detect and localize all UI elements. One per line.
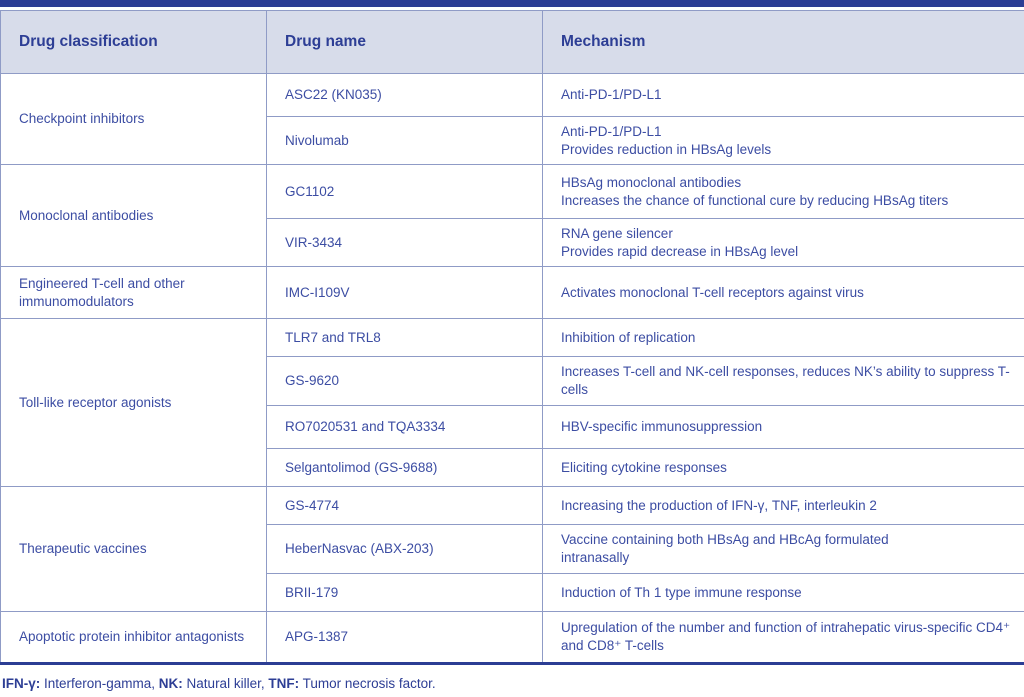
footnote-abbrev-tnf: TNF: [268,676,300,691]
mechanism-cell: Upregulation of the number and function … [542,611,1024,664]
table-row: Selgantolimod (GS-9688) Eliciting cytoki… [1,448,1024,487]
classification-cell: Therapeutic vaccines [0,486,267,612]
mechanism-cell: Inhibition of replication [542,318,1024,357]
drug-name-cell: VIR-3434 [266,218,543,267]
footnote: IFN-γ: Interferon-gamma, NK: Natural kil… [2,675,1024,693]
drug-name-cell: GS-4774 [266,486,543,525]
mechanism-cell: Increases T-cell and NK-cell responses, … [542,356,1024,406]
drug-name-cell: ASC22 (KN035) [266,73,543,117]
drug-name-cell: IMC-I109V [266,266,543,319]
table-row: RO7020531 and TQA3334 HBV-specific immun… [1,405,1024,449]
mechanism-cell: HBV-specific immunosuppression [542,405,1024,449]
drug-name-cell: Nivolumab [266,116,543,165]
classification-cell: Checkpoint inhibitors [0,73,267,165]
mechanism-cell: RNA gene silencer Provides rapid decreas… [542,218,1024,267]
header-row: Drug classification Drug name Mechanism [0,10,1024,74]
drug-name-cell: RO7020531 and TQA3334 [266,405,543,449]
classification-cell: Toll-like receptor agonists [0,318,267,487]
table-row: Therapeutic vaccines GS-4774 Increasing … [0,486,1024,612]
table-row: Toll-like receptor agonists TLR7 and TRL… [0,318,1024,487]
mechanism-cell: HBsAg monoclonal antibodies Increases th… [542,164,1024,219]
mechanism-cell: Eliciting cytokine responses [542,448,1024,487]
mechanism-cell: Vaccine containing both HBsAg and HBcAg … [542,524,1024,574]
column-header-mechanism: Mechanism [542,10,1024,74]
classification-cell: Engineered T-cell and other immunomodula… [0,266,267,319]
table-row: HeberNasvac (ABX-203) Vaccine containing… [1,524,1024,574]
mechanism-cell: Anti-PD-1/PD-L1 [542,73,1024,117]
footnote-text: Tumor necrosis factor. [299,676,436,691]
classification-cell: Monoclonal antibodies [0,164,267,267]
mechanism-cell: Activates monoclonal T-cell receptors ag… [542,266,1024,319]
mechanism-cell: Induction of Th 1 type immune response [542,573,1024,612]
footnote-abbrev-nk: NK: [158,676,183,691]
footnote-abbrev-ifn: IFN-γ: [2,676,41,691]
table-row: Checkpoint inhibitors ASC22 (KN035) Anti… [0,73,1024,165]
drug-name-cell: HeberNasvac (ABX-203) [266,524,543,574]
mechanism-cell: Increasing the production of IFN-γ, TNF,… [542,486,1024,525]
footnote-text: Natural killer, [182,676,269,691]
drug-name-cell: GC1102 [266,164,543,219]
drug-name-cell: Selgantolimod (GS-9688) [266,448,543,487]
column-header-classification: Drug classification [0,10,267,74]
table-row: Apoptotic protein inhibitor antagonists … [0,611,1024,664]
column-header-drug-name: Drug name [266,10,543,74]
table-row: VIR-3434 RNA gene silencer Provides rapi… [1,218,1024,267]
drug-name-cell: BRII-179 [266,573,543,612]
footnote-text: Interferon-gamma, [40,676,159,691]
classification-cell: Apoptotic protein inhibitor antagonists [0,611,267,664]
table-row: Engineered T-cell and other immunomodula… [0,266,1024,319]
drug-name-cell: TLR7 and TRL8 [266,318,543,357]
drug-table: Drug classification Drug name Mechanism … [0,10,1024,665]
drug-name-cell: APG-1387 [266,611,543,664]
top-accent-bar [0,0,1024,7]
drug-name-cell: GS-9620 [266,356,543,406]
table-row: Nivolumab Anti-PD-1/PD-L1 Provides reduc… [1,116,1024,165]
table-row: GS-9620 Increases T-cell and NK-cell res… [1,356,1024,406]
mechanism-cell: Anti-PD-1/PD-L1 Provides reduction in HB… [542,116,1024,165]
table-row: Monoclonal antibodies GC1102 HBsAg monoc… [0,164,1024,267]
